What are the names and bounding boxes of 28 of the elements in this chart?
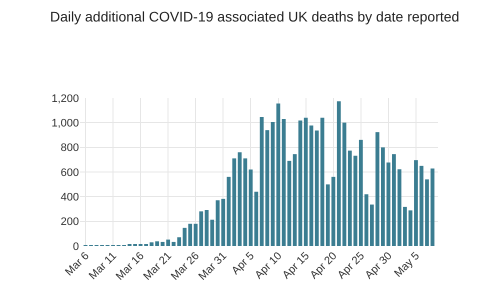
bar xyxy=(243,158,248,246)
bar xyxy=(304,118,308,246)
bar xyxy=(265,130,270,246)
y-tick-label: 1,000 xyxy=(51,118,79,130)
bar xyxy=(238,152,242,246)
y-tick-label: 0 xyxy=(72,240,79,253)
y-tick-label: 400 xyxy=(60,192,79,204)
bar xyxy=(276,104,280,246)
bar xyxy=(210,220,214,246)
bar xyxy=(287,160,292,246)
bar xyxy=(282,118,286,246)
bar xyxy=(270,122,275,246)
bar xyxy=(204,210,209,246)
bar xyxy=(292,154,297,246)
y-tick-label: 1,200 xyxy=(51,92,79,105)
bar xyxy=(232,158,236,246)
y-tick-label: 600 xyxy=(60,166,79,179)
bar xyxy=(254,192,258,246)
bar xyxy=(298,120,302,246)
bar xyxy=(260,116,264,246)
x-tick-label: May 5 xyxy=(392,250,422,280)
bar xyxy=(226,176,231,246)
bar xyxy=(216,200,220,246)
y-tick-label: 800 xyxy=(60,142,79,154)
bar xyxy=(248,170,253,246)
chart-title: Daily additional COVID-19 associated UK deaths by date reported xyxy=(50,8,460,25)
y-tick-label: 200 xyxy=(60,216,79,228)
bar xyxy=(221,198,226,246)
